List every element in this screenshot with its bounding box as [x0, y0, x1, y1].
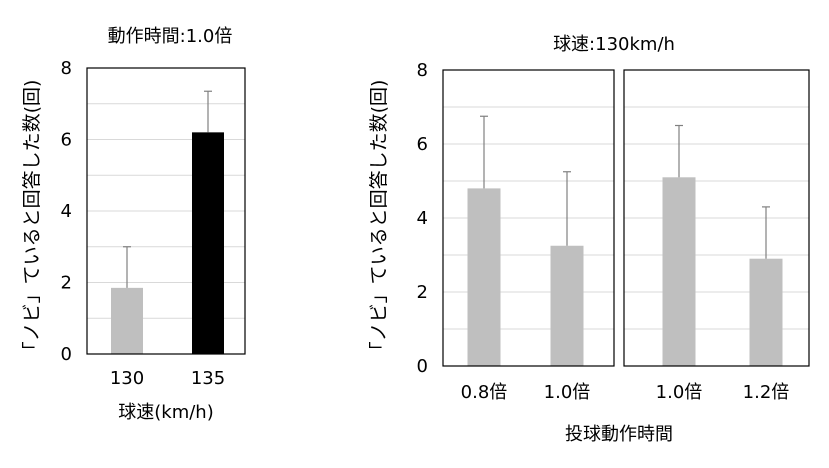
left-y-tick-label: 4: [61, 201, 72, 222]
right-y-axis-label: 「ノビ」ていると回答した数(回): [368, 80, 390, 361]
left-plot-frame: [86, 67, 246, 355]
right-category-label: 0.8倍: [461, 382, 508, 403]
right-panel-1-bar-1: [467, 188, 501, 366]
right-panel-1-bar-2: [550, 245, 584, 366]
right-y-tick-label: 6: [417, 134, 428, 155]
left-category-label: 130: [110, 368, 144, 389]
left-y-tick-label: 0: [61, 344, 72, 365]
left-y-tick-label: 2: [61, 273, 72, 294]
left-chart-title: 動作時間:1.0倍: [108, 26, 233, 47]
right-category-label: 1.2倍: [743, 382, 790, 403]
left-y-tick-label: 6: [61, 130, 72, 151]
right-panel-1-frame: [442, 69, 615, 367]
right-category-label: 1.0倍: [544, 382, 591, 403]
right-panel-2-frame: [623, 69, 810, 367]
left-bar-2: [192, 132, 224, 354]
left-y-axis-label: 「ノビ」ていると回答した数(回): [21, 80, 43, 361]
right-panel-2-bar-2: [749, 258, 783, 366]
right-panel-2-bar-1: [662, 177, 696, 366]
right-y-tick-label: 2: [417, 282, 428, 303]
left-x-axis-label: 球速(km/h): [118, 402, 213, 423]
right-y-tick-label: 4: [417, 208, 428, 229]
left-category-label: 135: [191, 368, 225, 389]
right-chart-title: 球速:130km/h: [553, 34, 675, 55]
left-y-tick-label: 8: [61, 58, 72, 79]
right-x-axis-label: 投球動作時間: [565, 424, 673, 445]
right-category-label: 1.0倍: [656, 382, 703, 403]
left-bar-1: [111, 287, 143, 354]
right-y-tick-label: 8: [417, 60, 428, 81]
right-y-tick-label: 0: [417, 356, 428, 377]
